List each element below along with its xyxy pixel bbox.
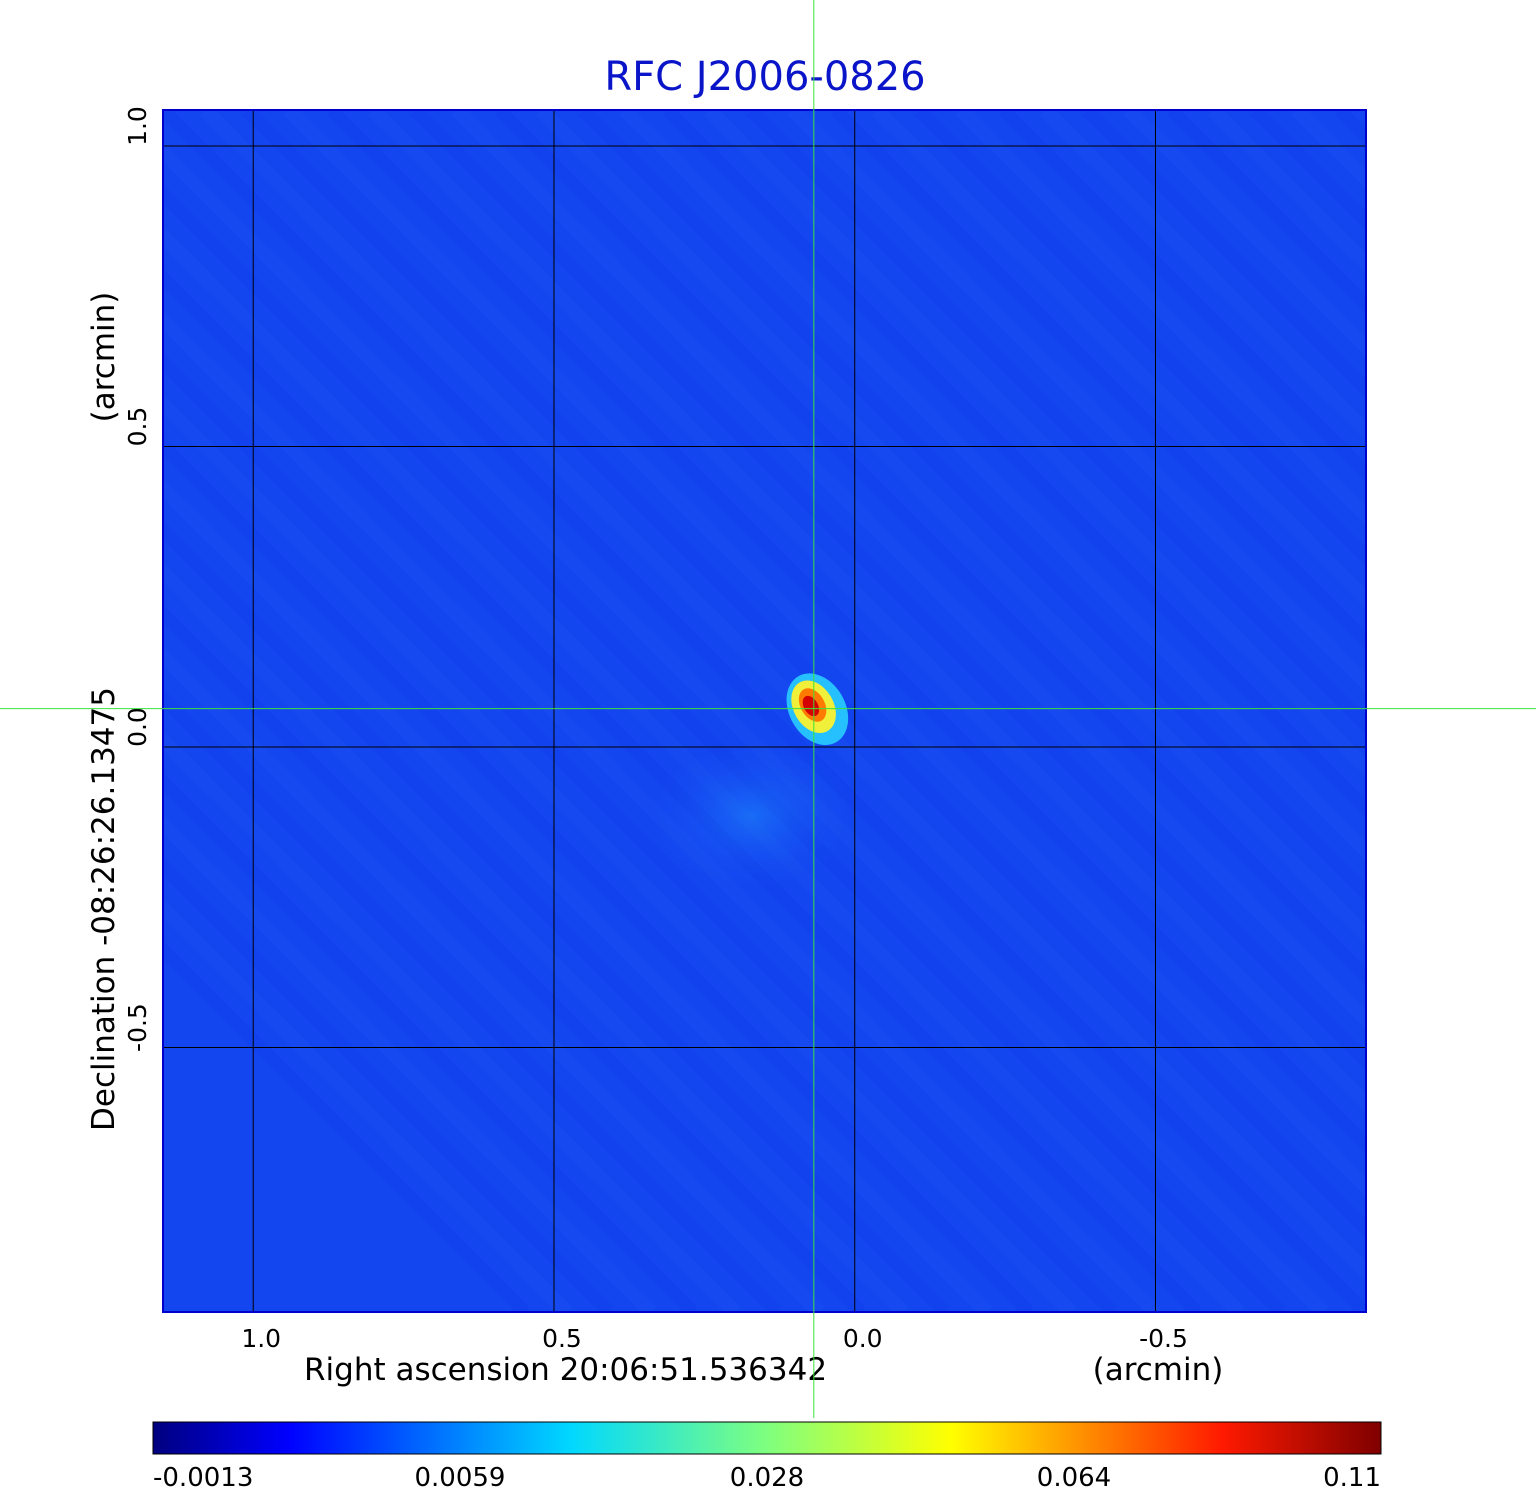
colorbar-tick-label: 0.064 [1037,1463,1111,1493]
texture-streak [620,110,1366,861]
colorbar-tick-label: 0.028 [730,1463,804,1493]
image-background [163,110,1366,1312]
texture-streak [163,142,1328,1312]
texture-streak [746,110,1366,735]
plot-frame [162,109,1367,1313]
x-tick-label: 0.5 [542,1324,582,1353]
texture-streak [163,110,1366,1312]
x-tick-label: 1.0 [241,1324,281,1353]
texture-streak [1507,110,1536,1312]
x-axis-unit: (arcmin) [1093,1352,1224,1388]
texture-streak [1124,110,1366,357]
texture-streak [163,856,614,1312]
colorbar-tick-label: 0.0059 [415,1463,506,1493]
texture-streak [163,226,1244,1312]
texture-streak [163,604,866,1312]
texture-streak [163,688,782,1312]
y-tick-label: 1.0 [123,106,152,146]
x-tick-label: 0.0 [843,1324,883,1353]
colorbar: -0.0013 0.0059 0.028 0.064 0.11 [152,1421,1382,1493]
y-axis-unit: (arcmin) [86,292,122,423]
source-peak [802,695,820,717]
y-tick-labels: 1.0 0.5 0.0 -0.5 [123,106,152,1052]
texture-streak [788,110,1366,693]
colorbar-tick-labels: -0.0013 0.0059 0.028 0.064 0.11 [153,1463,1381,1493]
texture-streak [1465,110,1536,1312]
texture-streak [163,436,1034,1312]
texture-streak [914,110,1366,567]
x-tick-label: -0.5 [1139,1324,1188,1353]
texture-streak [163,814,656,1312]
texture-streak [1334,110,1366,147]
texture-streak [452,110,1366,1029]
texture-streak [163,268,1202,1312]
y-tick-label: 0.5 [123,407,152,447]
texture-streak [1082,110,1366,399]
texture-streak [242,110,1366,1239]
texture-streak [662,110,1366,819]
texture-streak [872,110,1366,609]
source-halo [642,734,863,895]
texture-streak [163,772,698,1312]
texture-streak [494,110,1366,987]
texture-streak [163,352,1118,1312]
y-tick-label: 0.0 [123,707,152,747]
texture-streak [578,110,1366,903]
coordinate-grid [163,110,1366,1312]
texture-streak [163,646,824,1312]
texture-streak [284,110,1366,1197]
texture-streak [1423,110,1536,1312]
texture-streak [163,940,530,1312]
y-tick-label: -0.5 [123,1003,152,1052]
x-tick-labels: 1.0 0.5 0.0 -0.5 [241,1324,1188,1353]
colorbar-gradient [152,1421,1382,1455]
y-axis-label: Declination -08:26:26.13475 [86,687,122,1131]
crosshair [0,0,1536,1418]
texture-streak [326,110,1366,1155]
texture-streak [368,110,1366,1113]
texture-streak [956,110,1366,525]
texture-streak [163,184,1286,1312]
texture-streak [410,110,1366,1071]
texture-streak [998,110,1366,483]
texture-streak [1040,110,1366,441]
texture-streak [163,562,908,1312]
texture-streak [163,898,572,1312]
x-axis-label: Right ascension 20:06:51.536342 [304,1352,827,1388]
texture-streak [704,110,1366,777]
texture-streak [163,730,740,1312]
texture-streak [1381,110,1536,1312]
texture-streak [163,478,992,1312]
colorbar-tick-label: 0.11 [1323,1463,1381,1493]
texture-streak [163,520,950,1312]
texture-streak [536,110,1366,945]
radio-source [642,673,863,895]
texture-streak [163,394,1076,1312]
texture-streak [830,110,1366,651]
plot-area [162,109,1536,1313]
colorbar-tick-label: -0.0013 [153,1463,253,1493]
chart-title: RFC J2006-0826 [604,54,925,100]
